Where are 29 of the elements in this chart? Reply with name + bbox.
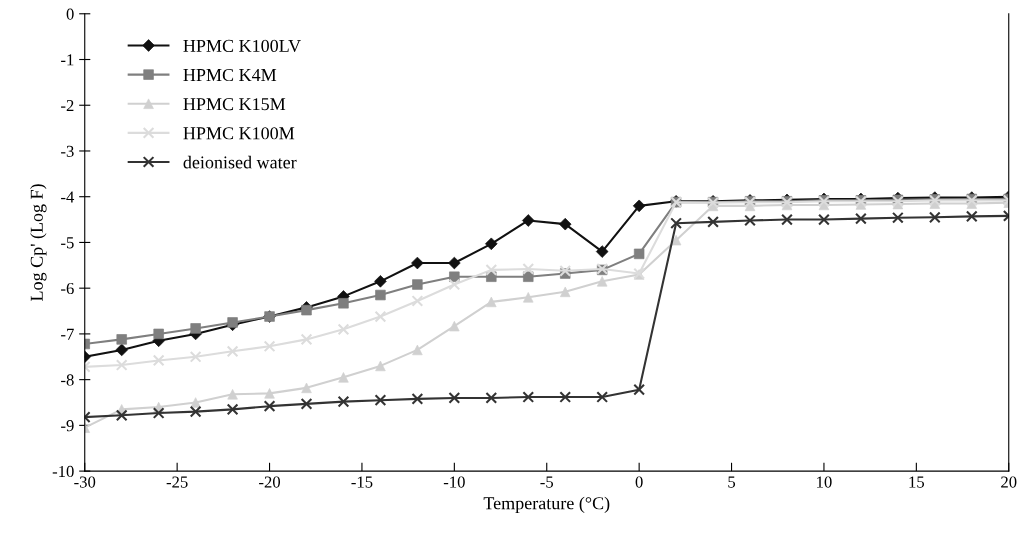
x-tick-label: 5 — [728, 476, 736, 488]
y-tick-label: 0 — [66, 8, 74, 20]
x-tick-label: -20 — [259, 476, 281, 488]
x-tick-label: -30 — [74, 476, 96, 488]
legend-label: HPMC K4M — [183, 68, 277, 82]
y-tick-label: -7 — [61, 328, 74, 340]
y-tick-label: -8 — [61, 374, 74, 386]
x-tick-label: 20 — [1001, 476, 1017, 488]
x-tick-label: -25 — [166, 476, 188, 488]
legend-label: HPMC K100M — [183, 127, 295, 140]
x-axis-title: Temperature (°C) — [483, 496, 610, 514]
y-tick-label: -1 — [61, 54, 74, 66]
x-tick-label: -10 — [443, 476, 465, 488]
y-tick-label: -3 — [61, 145, 74, 157]
x-tick-label: -15 — [351, 476, 373, 488]
legend-label: deionised water — [183, 155, 297, 169]
y-axis-title: Log Cp' (Log F) — [30, 184, 47, 301]
x-tick-label: 10 — [817, 476, 832, 488]
y-tick-label: -2 — [61, 99, 74, 112]
y-tick-label: -9 — [61, 420, 74, 432]
x-tick-label: -5 — [540, 476, 554, 488]
y-tick-label: -6 — [61, 282, 74, 295]
legend-label: HPMC K15M — [183, 98, 286, 111]
legend-label: HPMC K100LV — [183, 39, 301, 53]
y-tick-label: -10 — [52, 465, 74, 478]
y-tick-label: -5 — [61, 237, 74, 249]
x-tick-label: 0 — [635, 476, 643, 488]
y-tick-label: -4 — [61, 191, 75, 203]
x-tick-label: 15 — [909, 476, 925, 488]
